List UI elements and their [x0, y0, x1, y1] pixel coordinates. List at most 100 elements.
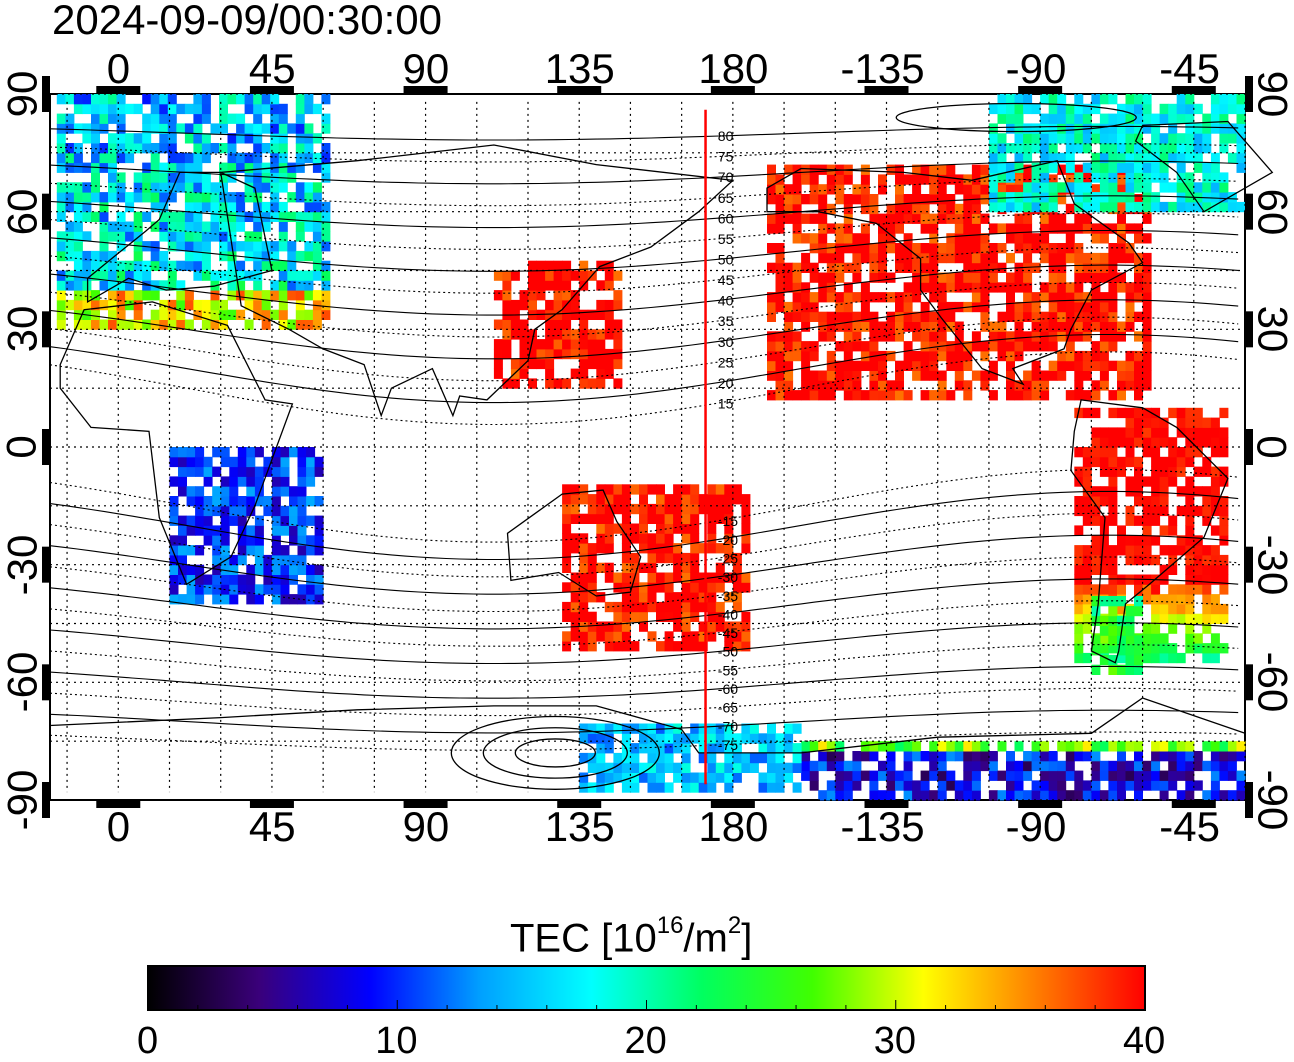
- tec-cell: [82, 250, 92, 262]
- tec-cell: [1193, 751, 1203, 762]
- tec-cell: [1031, 760, 1041, 772]
- tec-cell: [321, 162, 331, 173]
- tec-cell: [997, 162, 1007, 173]
- tec-cell: [664, 533, 674, 544]
- tec-cell: [1108, 780, 1118, 791]
- tec-cell: [681, 592, 691, 603]
- tec-cell: [321, 94, 331, 105]
- tec-cell: [886, 203, 896, 215]
- tec-cell: [1014, 350, 1024, 362]
- lat-tick-right: [1245, 311, 1253, 348]
- tec-cell: [843, 282, 853, 293]
- tec-cell: [1210, 554, 1220, 566]
- tec-cell: [1065, 751, 1075, 762]
- lat-tick-left: [42, 546, 50, 583]
- tec-cell: [1151, 760, 1161, 772]
- tec-cell: [579, 378, 589, 389]
- tec-cell: [133, 221, 143, 232]
- tec-cell: [775, 194, 785, 205]
- tec-cell: [613, 358, 623, 370]
- tec-cell: [1185, 505, 1195, 517]
- tec-cell: [1048, 243, 1058, 254]
- tec-cell: [1082, 594, 1092, 605]
- tec-cell: [579, 309, 589, 320]
- tec-cell: [1159, 770, 1169, 781]
- tec-cell: [1023, 123, 1033, 134]
- tec-cell: [946, 282, 956, 293]
- tec-cell: [246, 476, 256, 487]
- tec-cell: [1108, 554, 1118, 566]
- tec-cell: [1151, 623, 1161, 634]
- tec-cell: [1057, 194, 1067, 205]
- tec-cell: [1006, 172, 1015, 183]
- tec-cell: [184, 211, 194, 222]
- tec-cell: [65, 201, 75, 213]
- tec-cell: [988, 751, 998, 762]
- tec-cell: [1236, 201, 1246, 213]
- tec-cell: [741, 762, 751, 773]
- tec-cell: [1210, 427, 1220, 438]
- lon-label-top: 90: [402, 45, 450, 92]
- tec-cell: [321, 270, 331, 281]
- tec-cell: [1065, 321, 1075, 332]
- tec-cell: [1074, 633, 1084, 644]
- tec-cell: [775, 262, 785, 273]
- tec-cell: [254, 496, 264, 507]
- tec-cell: [690, 484, 700, 495]
- tec-cell: [1099, 292, 1109, 303]
- tec-cell: [963, 233, 973, 244]
- tec-cell: [219, 221, 228, 232]
- tec-cell: [835, 223, 845, 234]
- tec-cell: [860, 341, 870, 352]
- tec-cell: [895, 213, 904, 224]
- tec-cell: [801, 252, 811, 264]
- tec-cell: [193, 113, 203, 124]
- tec-cell: [792, 311, 802, 322]
- tec-cell: [178, 594, 187, 605]
- tec-cell: [860, 223, 870, 234]
- tec-cell: [758, 782, 768, 793]
- tec-cell: [510, 299, 520, 311]
- tec-cell: [1082, 331, 1092, 342]
- lat-tick-left: [42, 664, 50, 701]
- tec-cell: [1117, 545, 1126, 556]
- tec-cell: [193, 221, 203, 232]
- tec-cell: [1065, 252, 1075, 264]
- tec-cell: [312, 260, 322, 271]
- tec-cell: [946, 233, 956, 244]
- tec-cell: [826, 741, 836, 752]
- tec-cell: [852, 770, 862, 781]
- tec-cell: [690, 733, 700, 744]
- tec-cell: [82, 280, 92, 291]
- tec-cell: [210, 143, 220, 154]
- tec-cell: [698, 601, 708, 613]
- tec-cell: [784, 341, 794, 352]
- magnetic-lat-label: -20: [718, 532, 738, 548]
- tec-cell: [289, 496, 298, 507]
- tec-cell: [852, 262, 862, 273]
- tec-cell: [142, 182, 152, 193]
- tec-cell: [621, 494, 631, 505]
- tec-cell: [869, 780, 879, 791]
- tec-cell: [1142, 770, 1152, 781]
- tec-cell: [237, 496, 247, 507]
- tec-cell: [1168, 182, 1178, 193]
- tec-cell: [519, 339, 529, 350]
- tec-cell: [937, 252, 947, 264]
- tec-cell: [1193, 545, 1203, 556]
- tec-cell: [767, 782, 776, 793]
- tec-cell: [1023, 213, 1033, 224]
- tec-cell: [980, 350, 990, 362]
- tec-cell: [784, 262, 794, 273]
- tec-cell: [1023, 262, 1033, 273]
- tec-cell: [732, 494, 742, 505]
- tec-cell: [656, 523, 665, 534]
- tec-cell: [843, 331, 853, 342]
- tec-cell: [1151, 476, 1161, 487]
- tec-cell: [920, 164, 930, 175]
- tec-cell: [150, 162, 160, 173]
- tec-cell: [1108, 615, 1118, 626]
- tec-cell: [596, 533, 606, 544]
- tec-cell: [178, 515, 187, 526]
- tec-cell: [82, 123, 92, 134]
